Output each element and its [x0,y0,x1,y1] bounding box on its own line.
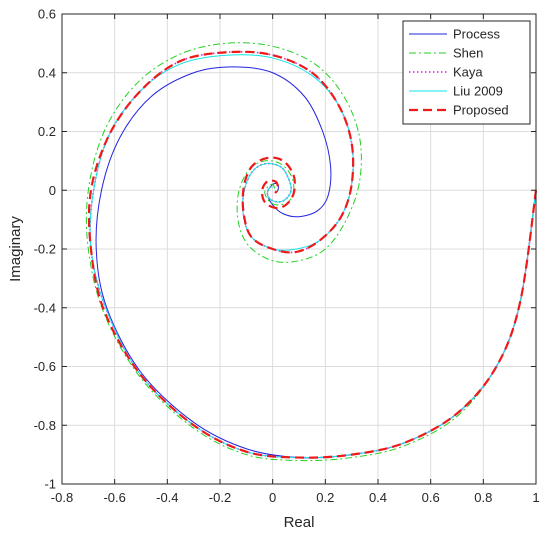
x-tick-label: -0.4 [156,490,178,505]
x-tick-label: 0.2 [316,490,334,505]
legend-label: Proposed [453,103,509,118]
series-line-shen [85,42,537,462]
y-axis-label: Imaginary [7,216,24,282]
y-tick-label: -0.4 [34,300,56,315]
legend-label: Process [453,27,500,42]
legend-box [402,20,531,125]
series-layer [85,42,538,462]
y-tick-label: 0.2 [38,124,56,139]
y-tick-label: -1 [44,477,56,492]
legend: Process Shen Kaya Liu 2009 Proposed [402,20,531,125]
x-tick-label: 1 [532,490,539,505]
y-tick-label: 0.6 [38,7,56,22]
legend-label: Shen [453,46,483,61]
x-tick-label: -0.8 [51,490,73,505]
x-tick-label: 0 [269,490,276,505]
y-tick-label: 0 [49,183,56,198]
x-tick-label: 0.4 [369,490,387,505]
x-tick-label: -0.2 [209,490,231,505]
x-axis-label: Real [284,514,315,531]
x-tick-label: 0.6 [422,490,440,505]
y-tick-label: 0.4 [38,65,56,80]
legend-label: Kaya [453,65,483,80]
y-tick-label: -0.2 [34,242,56,257]
y-tick-label: -0.6 [34,359,56,374]
y-tick-label: -0.8 [34,418,56,433]
legend-label: Liu 2009 [453,84,503,99]
x-tick-label: -0.6 [103,490,125,505]
axis-ticks: -0.8 -0.6 -0.4 -0.2 0 0.2 0.4 0.6 0.8 1-1-0.8-0.6… [34,7,540,506]
series-line-proposed [87,50,538,459]
x-tick-label: 0.8 [474,490,492,505]
